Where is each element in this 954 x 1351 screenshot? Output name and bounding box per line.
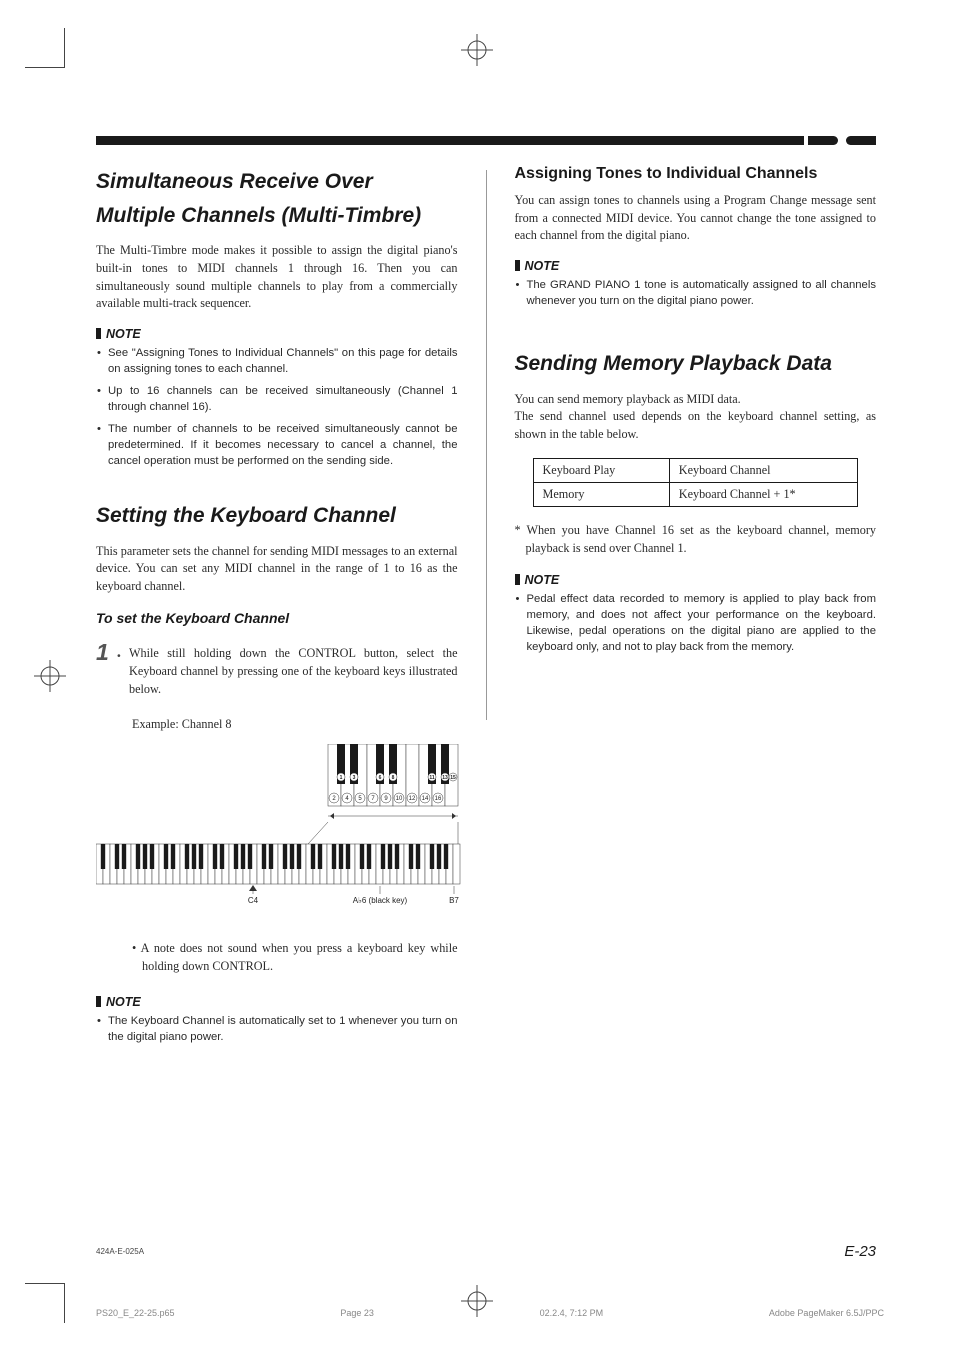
section-assigning-tones: Assigning Tones to Individual Channels Y… bbox=[515, 165, 877, 309]
footer-doc-code: 424A-E-025A bbox=[96, 1247, 144, 1256]
note-item: The Keyboard Channel is automatically se… bbox=[96, 1013, 458, 1045]
note-item: Pedal effect data recorded to memory is … bbox=[515, 591, 877, 655]
column-divider bbox=[486, 170, 487, 720]
table-cell: Memory bbox=[533, 482, 669, 506]
kb-label-ab6: A♭6 (black key) bbox=[353, 896, 408, 905]
note-list-keyboard-channel: The Keyboard Channel is automatically se… bbox=[96, 1013, 458, 1045]
body-keyboard-channel: This parameter sets the channel for send… bbox=[96, 543, 458, 596]
slug-line: PS20_E_22-25.p65 Page 23 02.2.4, 7:12 PM… bbox=[96, 1308, 884, 1318]
step-footnote: • A note does not sound when you press a… bbox=[132, 939, 458, 976]
keynum: 15 bbox=[450, 775, 456, 781]
keynum: 13 bbox=[442, 775, 448, 781]
register-mark-top bbox=[457, 30, 497, 70]
slug-date: 02.2.4, 7:12 PM bbox=[540, 1308, 604, 1318]
slug-app: Adobe PageMaker 6.5J/PPC bbox=[769, 1308, 884, 1318]
keynum: 8 bbox=[392, 775, 395, 781]
crop-mark-bl bbox=[25, 1283, 65, 1323]
table-row: Keyboard Play Keyboard Channel bbox=[533, 458, 858, 482]
slug-page: Page 23 bbox=[340, 1308, 374, 1318]
page-content: Simultaneous Receive Over Multiple Chann… bbox=[96, 165, 876, 1075]
body-multi-timbre: The Multi-Timbre mode makes it possible … bbox=[96, 242, 458, 313]
step-number: 1 bbox=[96, 641, 109, 699]
table-cell: Keyboard Play bbox=[533, 458, 669, 482]
note-item: The GRAND PIANO 1 tone is automatically … bbox=[515, 277, 877, 309]
table-cell: Keyboard Channel bbox=[669, 458, 857, 482]
body-sending-memory: You can send memory playback as MIDI dat… bbox=[515, 391, 877, 444]
note-heading: NOTE bbox=[96, 995, 458, 1009]
full-keyboard: C4 A♭6 (black key) B7 bbox=[96, 844, 460, 905]
body-assigning-tones: You can assign tones to channels using a… bbox=[515, 192, 877, 245]
keynum: 12 bbox=[409, 796, 416, 802]
step-body: While still holding down the CONTROL but… bbox=[129, 641, 457, 699]
channel-table: Keyboard Play Keyboard Channel Memory Ke… bbox=[533, 458, 859, 507]
section-multi-timbre: Simultaneous Receive Over Multiple Chann… bbox=[96, 165, 458, 469]
keynum: 10 bbox=[396, 796, 403, 802]
keyboard-diagram: 1 3 6 8 11 13 15 2 4 5 7 9 bbox=[96, 744, 458, 919]
note-heading: NOTE bbox=[515, 573, 877, 587]
keynum: 1 bbox=[340, 775, 343, 781]
note-item: The number of channels to be received si… bbox=[96, 421, 458, 469]
keynum: 6 bbox=[379, 775, 382, 781]
header-bar bbox=[96, 136, 876, 145]
note-list-sending: Pedal effect data recorded to memory is … bbox=[515, 591, 877, 655]
keynum: 16 bbox=[435, 796, 442, 802]
keynum: 11 bbox=[429, 775, 435, 781]
heading-multi-timbre: Simultaneous Receive Over Multiple Chann… bbox=[96, 165, 458, 232]
right-column: Assigning Tones to Individual Channels Y… bbox=[515, 165, 877, 1075]
table-row: Memory Keyboard Channel + 1* bbox=[533, 482, 858, 506]
kb-label-b7: B7 bbox=[449, 896, 459, 905]
note-heading: NOTE bbox=[515, 259, 877, 273]
note-item: Up to 16 channels can be received simult… bbox=[96, 383, 458, 415]
crop-mark-tl bbox=[25, 28, 65, 68]
kb-label-c4: C4 bbox=[248, 896, 259, 905]
step-dot: . bbox=[117, 641, 121, 699]
step-1: 1. While still holding down the CONTROL … bbox=[96, 641, 458, 699]
section-keyboard-channel: Setting the Keyboard Channel This parame… bbox=[96, 499, 458, 1045]
left-column: Simultaneous Receive Over Multiple Chann… bbox=[96, 165, 458, 1075]
register-mark-left bbox=[30, 656, 70, 696]
subheading-set-channel: To set the Keyboard Channel bbox=[96, 610, 458, 626]
note-heading: NOTE bbox=[96, 327, 458, 341]
table-cell: Keyboard Channel + 1* bbox=[669, 482, 857, 506]
step-example: Example: Channel 8 bbox=[132, 717, 458, 732]
slug-file: PS20_E_22-25.p65 bbox=[96, 1308, 175, 1318]
section-sending-memory: Sending Memory Playback Data You can sen… bbox=[515, 347, 877, 655]
heading-keyboard-channel: Setting the Keyboard Channel bbox=[96, 499, 458, 533]
heading-sending-memory: Sending Memory Playback Data bbox=[515, 347, 877, 381]
footer-page-label: E-23 bbox=[844, 1243, 876, 1260]
keynum: 14 bbox=[422, 796, 429, 802]
note-item: See "Assigning Tones to Individual Chann… bbox=[96, 345, 458, 377]
table-footnote: * When you have Channel 16 set as the ke… bbox=[515, 521, 877, 558]
note-list-multi-timbre: See "Assigning Tones to Individual Chann… bbox=[96, 345, 458, 469]
note-list-assigning: The GRAND PIANO 1 tone is automatically … bbox=[515, 277, 877, 309]
heading-assigning-tones: Assigning Tones to Individual Channels bbox=[515, 165, 877, 183]
keynum: 3 bbox=[353, 775, 356, 781]
